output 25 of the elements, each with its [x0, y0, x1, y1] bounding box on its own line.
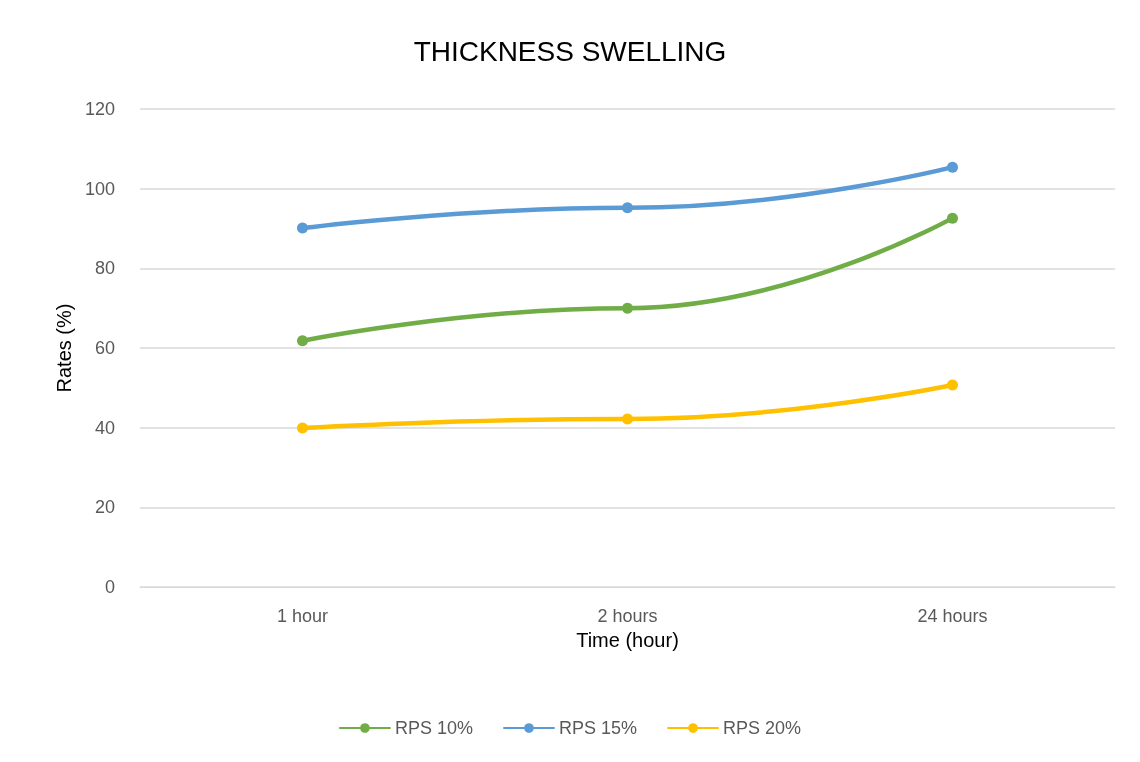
point: [297, 222, 308, 234]
x-tick-label: 2 hours: [597, 606, 658, 626]
point: [947, 379, 958, 391]
x-tick-label: 24 hours: [917, 606, 988, 626]
y-tick-label: 20: [94, 497, 115, 518]
point: [947, 212, 958, 224]
y-tick-label: 0: [104, 577, 115, 597]
point: [947, 161, 958, 173]
chart-title: THICKNESS SWELLING: [413, 35, 727, 67]
y-tick-label: 120: [84, 99, 115, 119]
point: [297, 335, 308, 347]
legend-label: RPS 15%: [558, 718, 638, 738]
point: [622, 202, 633, 214]
x-tick-label: 1 hour: [276, 606, 329, 626]
legend-label: RPS 10%: [394, 718, 473, 738]
legend-label: RPS 20%: [723, 718, 802, 738]
y-tick-label: 60: [94, 338, 115, 358]
x-axis-title: Time (hour): [576, 628, 679, 651]
point: [622, 302, 633, 314]
y-tick-label: 40: [94, 417, 115, 438]
point: [297, 422, 308, 434]
point: [622, 413, 633, 425]
y-tick-label: 100: [84, 178, 115, 199]
y-tick-label: 80: [94, 258, 115, 279]
y-axis-title: Rates (%): [53, 303, 76, 393]
